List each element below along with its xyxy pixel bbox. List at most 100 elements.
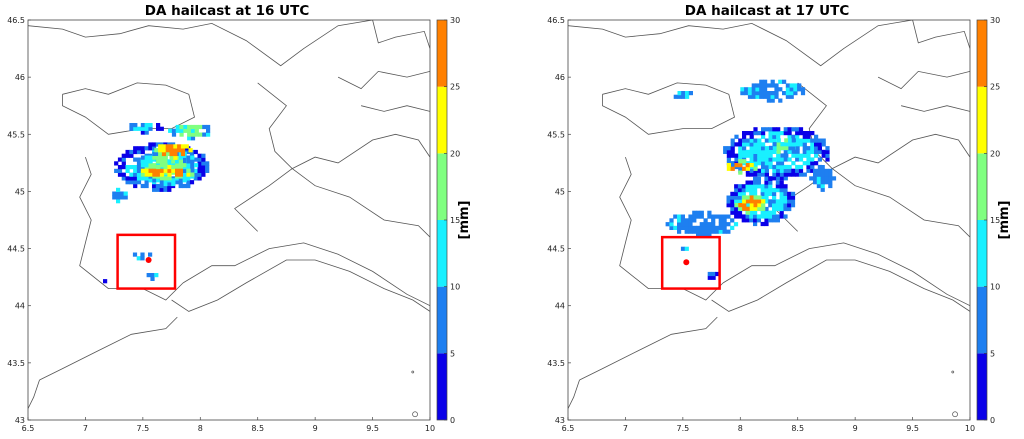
colorbar-17utc: 0 5 10 15 20 25 30 [mm] (976, 16, 1012, 425)
island-outline (952, 411, 958, 418)
y-tick-label: 44.5 (547, 245, 565, 254)
colorbar-segment (977, 153, 987, 220)
x-tick-label: 6.5 (22, 424, 35, 433)
x-tick-label: 9.5 (906, 424, 919, 433)
region-border (722, 242, 970, 307)
region-border (182, 242, 430, 307)
region-border (372, 20, 430, 49)
hail-cell (154, 144, 193, 160)
colorbar-segment (437, 286, 447, 354)
location-marker (145, 257, 152, 263)
y-tick-label: 43 (555, 416, 565, 425)
colorbar-label: [mm] (457, 201, 472, 240)
map-area-17utc: 6.5 7 7.5 8 8.5 9 9.5 10 43 43.5 44 44.5 45 45.5 46 46.… (547, 16, 975, 433)
colorbar-segment (977, 20, 987, 87)
colorbar-tick-label: 20 (990, 149, 1000, 158)
hail-cell (132, 252, 153, 261)
x-tick-label: 9 (853, 424, 858, 433)
colorbar-tick-label: 30 (990, 16, 1000, 25)
hail-cell (112, 187, 128, 204)
region-border (39, 316, 178, 381)
region-border (171, 259, 430, 312)
colorbar-segment (437, 353, 447, 420)
x-tick-label: 7 (83, 424, 88, 433)
colorbar-tick-label: 5 (990, 349, 995, 358)
x-tick-label: 8.5 (251, 424, 264, 433)
region-border (877, 70, 970, 90)
y-tick-label: 45.5 (7, 130, 25, 139)
colorbar-16utc: 0 5 10 15 20 25 30 [mm] (436, 16, 472, 425)
hail-cell (723, 127, 830, 181)
region-border (291, 168, 430, 238)
region-border (28, 379, 40, 409)
colorbar-label: [mm] (997, 201, 1012, 240)
y-tick-label: 43 (15, 416, 25, 425)
hail-cell (140, 164, 195, 181)
panel-16utc: DA hailcast at 16 UTC 6.5 7 7.5 8 8.5 9 9.5 10 4… (7, 3, 472, 433)
hail-cell (707, 271, 720, 280)
plot-frame (27, 19, 431, 421)
x-tick-label: 7.5 (136, 424, 149, 433)
y-tick-label: 44 (15, 302, 25, 311)
hail-cell (809, 165, 837, 192)
hail-cell (726, 176, 796, 227)
x-tick-label: 9 (313, 424, 318, 433)
colorbar-tick-label: 25 (450, 83, 460, 92)
region-border (292, 133, 430, 169)
highlight-box (116, 233, 177, 290)
y-tick-label: 43.5 (547, 359, 565, 368)
x-tick-label: 6.5 (562, 424, 575, 433)
hail-cell (680, 246, 689, 251)
x-tick-label: 8.5 (791, 424, 804, 433)
region-border (912, 20, 970, 49)
region-border (79, 156, 184, 301)
region-border (579, 316, 718, 381)
panel-17utc: DA hailcast at 17 UTC 6.5 7 7.5 8 8.5 9 9.5 10 4… (547, 3, 1012, 433)
island-outline (951, 370, 955, 374)
region-border (337, 70, 430, 90)
colorbar-tick-label: 10 (990, 283, 1000, 292)
colorbar-segment (977, 220, 987, 287)
colorbar-tick-label: 15 (990, 216, 1000, 225)
colorbar-tick-label: 5 (450, 349, 455, 358)
hail-cell (146, 273, 159, 281)
hail-cell (769, 138, 800, 158)
colorbar-segment (437, 153, 447, 220)
region-border (619, 156, 724, 301)
colorbar-segment (977, 86, 987, 154)
colorbar-tick-label: 30 (450, 16, 460, 25)
chart-title-16utc: DA hailcast at 16 UTC (145, 3, 310, 19)
map-area-16utc: 6.5 7 7.5 8 8.5 9 9.5 10 43 43.5 44 44.5 45 45.5 46 46.… (7, 16, 435, 433)
x-tick-label: 9.5 (366, 424, 379, 433)
y-tick-label: 44.5 (7, 245, 25, 254)
colorbar-tick-label: 25 (990, 83, 1000, 92)
highlight-box (660, 235, 721, 290)
region-border (901, 105, 970, 112)
region-border (831, 168, 970, 238)
colorbar-tick-label: 15 (450, 216, 460, 225)
x-tick-label: 8 (198, 424, 203, 433)
hail-cell (726, 159, 758, 175)
x-tick-label: 10 (965, 424, 975, 433)
region-border (361, 105, 430, 112)
chart-title-17utc: DA hailcast at 17 UTC (685, 3, 850, 19)
island-outline (412, 411, 418, 418)
hail-cell (168, 124, 211, 141)
region-border (62, 82, 195, 135)
region-border (711, 259, 970, 312)
x-tick-label: 8 (738, 424, 743, 433)
hail-cell (129, 123, 164, 135)
colorbar-segment (977, 353, 987, 420)
colorbar-segment (437, 20, 447, 87)
y-tick-label: 45.5 (547, 130, 565, 139)
x-tick-label: 7.5 (676, 424, 689, 433)
x-tick-label: 7 (623, 424, 628, 433)
plot-frame (567, 19, 971, 421)
y-tick-label: 46 (555, 73, 565, 82)
region-border (28, 20, 373, 67)
y-tick-label: 45 (555, 187, 565, 196)
location-marker (683, 259, 690, 266)
colorbar-segment (977, 286, 987, 354)
hail-cell (673, 91, 693, 99)
